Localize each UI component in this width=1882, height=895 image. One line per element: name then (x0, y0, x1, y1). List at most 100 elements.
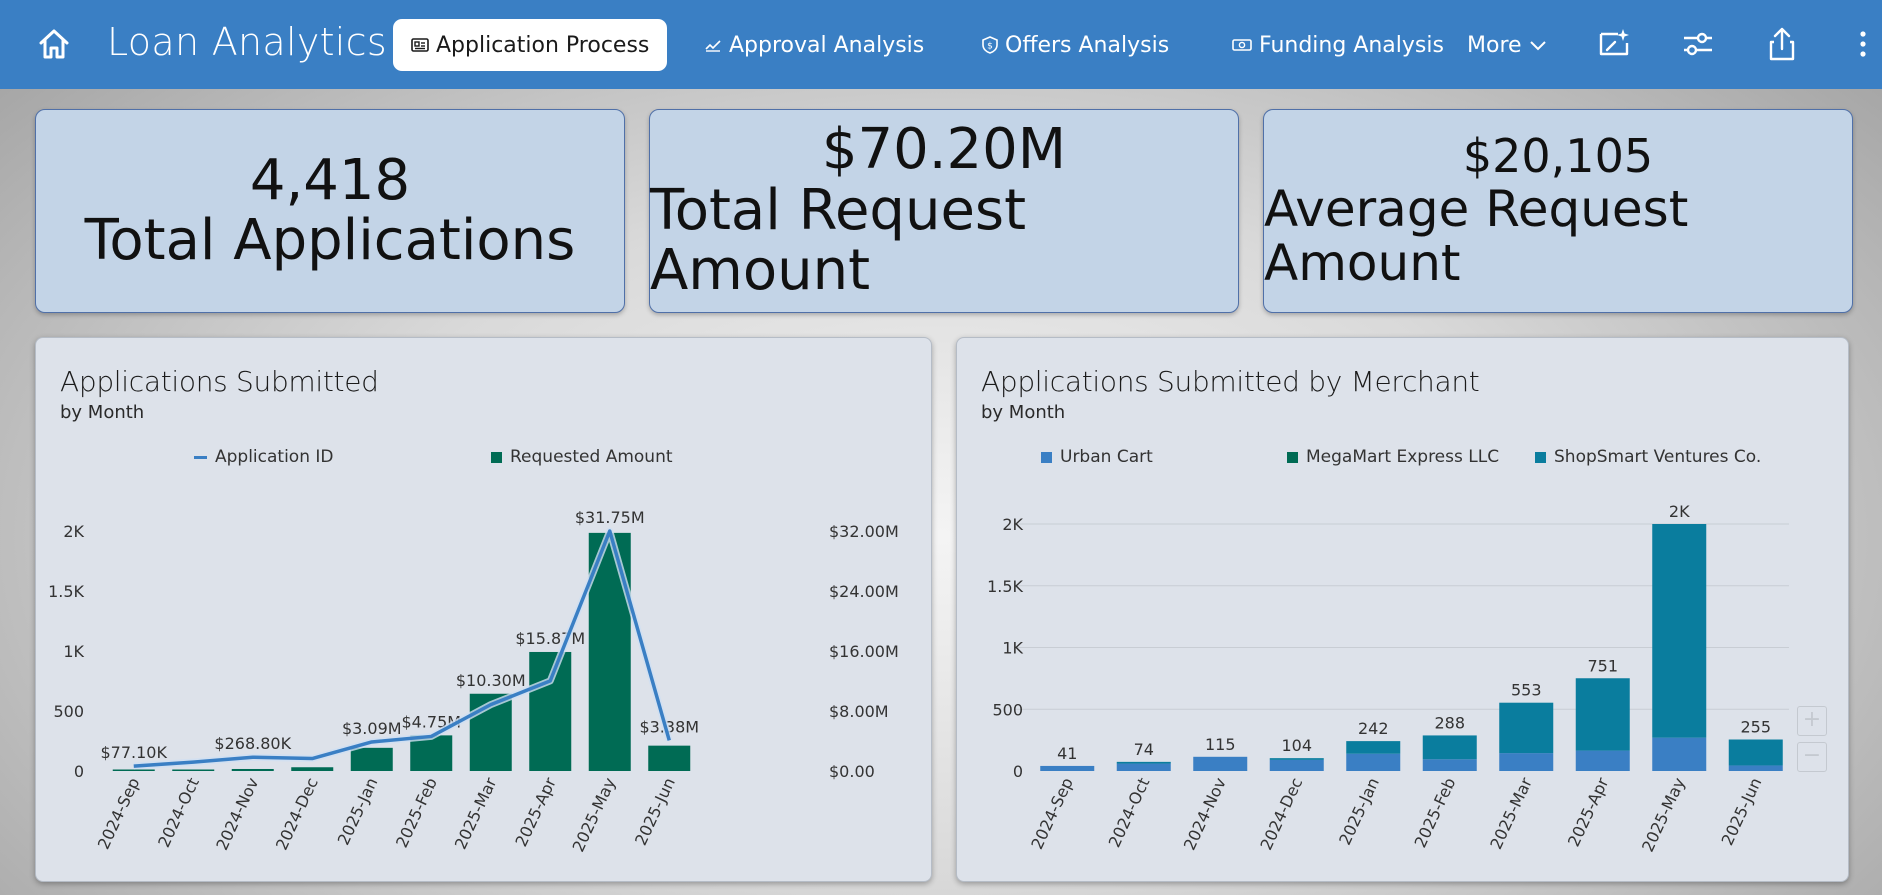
legend-swatch (491, 451, 502, 463)
bar-requested-amount (291, 767, 334, 771)
applications-submitted-panel: Applications Submitted by Month Applicat… (35, 337, 932, 882)
kebab-menu-icon[interactable] (1846, 26, 1870, 62)
bar-segment (1422, 735, 1477, 760)
bar-segment (1346, 741, 1401, 754)
legend-swatch (1535, 451, 1546, 463)
x-axis-tick: 2025-Apr (1564, 774, 1613, 849)
data-label: $3.38M (639, 717, 699, 736)
x-axis-tick: 2025-Mar (1486, 774, 1536, 852)
share-icon[interactable] (1764, 26, 1800, 62)
shield-dollar-icon: $ (982, 36, 998, 54)
x-axis-tick: 2025-May (1638, 775, 1689, 855)
y-axis-tick: 0 (1013, 762, 1023, 781)
tab-funding-analysis[interactable]: Funding Analysis (1232, 19, 1444, 71)
svg-text:$: $ (987, 42, 993, 52)
bar-segment (1728, 765, 1783, 771)
data-label: $3.09M (342, 719, 402, 738)
tab-label: Application Process (436, 32, 650, 58)
kpi-card-average-request-amount[interactable]: $20,105 Average Request Amount (1263, 109, 1853, 313)
x-axis-tick: 2025-Apr (511, 774, 560, 849)
bar-requested-amount (529, 651, 572, 771)
y-axis-left-tick: 1.5K (48, 582, 84, 601)
zoom-in-button[interactable]: + (1797, 706, 1827, 736)
panel-subtitle: by Month (981, 402, 1066, 423)
bar-segment (1346, 753, 1401, 771)
x-axis-tick: 2024-Sep (94, 775, 144, 853)
bar-segment (1499, 753, 1554, 771)
legend-item-shopsmart-ventures[interactable]: ShopSmart Ventures Co. (1535, 447, 1761, 467)
legend-label: MegaMart Express LLC (1306, 447, 1500, 467)
tab-approval-analysis[interactable]: Approval Analysis (704, 19, 924, 71)
bar-segment (1652, 524, 1707, 738)
legend-swatch (1041, 451, 1052, 463)
kpi-card-total-request-amount[interactable]: $70.20M Total Request Amount (649, 109, 1239, 313)
bar-requested-amount (350, 747, 393, 771)
x-axis-tick: 2025-Mar (451, 774, 501, 852)
legend-item-megamart-express[interactable]: MegaMart Express LLC (1287, 447, 1499, 467)
y-axis-right-tick: $8.00M (829, 702, 889, 721)
x-axis-tick: 2024-Nov (212, 775, 262, 853)
bar-requested-amount (231, 768, 274, 771)
tab-label: Funding Analysis (1259, 32, 1444, 58)
zoom-out-button[interactable]: − (1797, 742, 1827, 772)
app-title: Loan Analytics (107, 20, 387, 64)
x-axis-tick: 2024-Oct (154, 775, 203, 851)
x-axis-tick: 2024-Nov (1180, 775, 1230, 853)
total-label: 2K (1669, 502, 1690, 521)
bar-segment (1116, 761, 1171, 764)
legend-item-application-id[interactable]: Application ID (194, 447, 334, 467)
total-label: 751 (1587, 656, 1618, 675)
bar-segment (1728, 739, 1783, 766)
total-label: 242 (1358, 719, 1389, 738)
y-axis-left-tick: 500 (53, 702, 84, 721)
bar-segment (1116, 763, 1171, 771)
id-card-icon (411, 38, 429, 52)
kpi-value: $70.20M (821, 117, 1067, 183)
bar-requested-amount (112, 769, 155, 771)
legend-label: Urban Cart (1060, 447, 1153, 467)
x-axis-tick: 2025-May (569, 775, 620, 855)
tab-offers-analysis[interactable]: $ Offers Analysis (982, 19, 1169, 71)
kpi-value: $20,105 (1462, 129, 1654, 184)
kpi-label: Average Request Amount (1264, 179, 1689, 292)
legend-label: Requested Amount (510, 447, 673, 467)
bar-segment (1575, 750, 1630, 771)
legend-item-urban-cart[interactable]: Urban Cart (1041, 447, 1153, 467)
home-icon[interactable] (32, 22, 76, 66)
applications-combo-chart: 0 500 1K 1.5K 2K $0.00 $8.00M $16.00M $24.00M $32… (48, 508, 899, 855)
data-label: $15.87M (515, 629, 585, 648)
total-label: 41 (1057, 744, 1077, 763)
data-label: $10.30M (456, 671, 526, 690)
bar-segment (1269, 758, 1324, 760)
legend-swatch (1287, 451, 1298, 463)
bar-segment (1269, 759, 1324, 771)
tab-application-process[interactable]: Application Process (393, 19, 668, 71)
tab-label: Approval Analysis (729, 32, 925, 58)
bar-requested-amount (172, 769, 215, 771)
data-label: $77.10K (101, 743, 168, 762)
sliders-icon[interactable] (1680, 26, 1716, 62)
x-axis-tick: 2025-Feb (1411, 775, 1460, 851)
kpi-value: 4,418 (249, 147, 411, 213)
legend-label: Application ID (215, 447, 334, 467)
bar-segment (1422, 759, 1477, 771)
y-axis-right-tick: $16.00M (829, 642, 899, 661)
total-label: 255 (1740, 718, 1771, 737)
bar-segment (1040, 765, 1095, 771)
x-axis-tick: 2025-Feb (392, 775, 441, 851)
legend-swatch (194, 455, 207, 459)
bar-segment (1652, 737, 1707, 771)
total-label: 553 (1511, 681, 1542, 700)
x-axis-tick: 2025-Jan (334, 775, 382, 848)
chevron-down-icon (1529, 41, 1546, 51)
legend-label: ShopSmart Ventures Co. (1554, 447, 1762, 467)
y-axis-left-tick: 2K (63, 522, 84, 541)
more-menu-button[interactable]: More (1467, 19, 1547, 71)
legend-item-requested-amount[interactable]: Requested Amount (491, 447, 673, 467)
y-axis-tick: 2K (1002, 515, 1023, 534)
y-axis-right-tick: $0.00 (829, 762, 875, 781)
kpi-card-total-applications[interactable]: 4,418 Total Applications (35, 109, 625, 313)
y-axis-left-tick: 1K (63, 642, 84, 661)
magic-wand-icon[interactable] (1596, 26, 1632, 62)
x-axis-tick: 2024-Sep (1027, 775, 1077, 853)
